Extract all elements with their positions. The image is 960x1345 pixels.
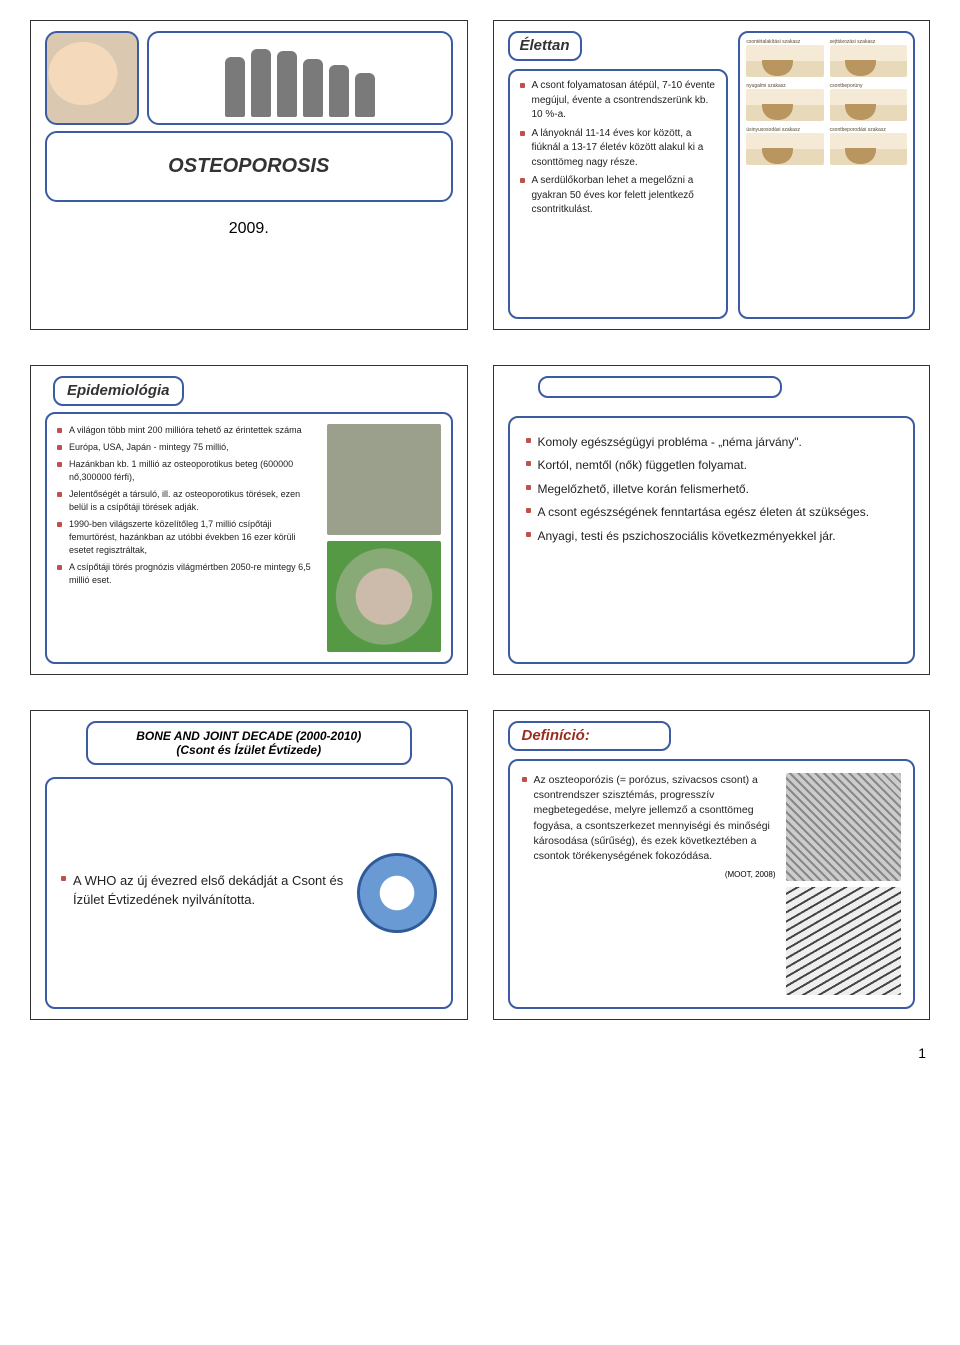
slide-title-panel: Definíció: (508, 721, 671, 751)
bone-joint-decade-logo (357, 853, 437, 933)
bullet-item: Jelentőségét a társuló, ill. az osteopor… (57, 488, 319, 514)
slides-grid: OSTEOPOROSIS 2009. Élettan A csont folya… (30, 20, 930, 1020)
source-citation: (MOOT, 2008) (522, 870, 776, 879)
slide-title-text: Epidemiológia (67, 382, 170, 399)
slide-definition: Definíció: Az oszteoporózis (= porózus, … (493, 710, 931, 1020)
bullet-list: A világon több mint 200 millióra tehető … (57, 424, 319, 588)
bullet-item: A serdülőkorban lehet a megelőzni a gyak… (520, 174, 717, 218)
main-title-panel: OSTEOPOROSIS (45, 131, 453, 202)
bone-images (327, 424, 441, 652)
bullet-item: Európa, USA, Japán - mintegy 75 millió, (57, 441, 319, 454)
title-line-2: (Csont és Ízület Évtizede) (100, 743, 398, 757)
bone-remodeling-diagram: csontétalakítási szakasz sejttávozási sz… (738, 31, 915, 319)
slide-title-text: Élettan (520, 37, 570, 54)
page-number: 1 (30, 1045, 930, 1061)
bullet-item: Anyagi, testi és pszichoszociális követk… (526, 528, 898, 545)
bone-density-images (786, 773, 901, 995)
bullet-list: A csont folyamatosan átépül, 7-10 évente… (520, 79, 717, 218)
bullet-item: A csont egészségének fenntartása egész é… (526, 504, 898, 521)
bullet-list: Az oszteoporózis (= porózus, szivacsos c… (522, 773, 776, 864)
bullet-item: A WHO az új évezred első dekádját a Cson… (61, 872, 345, 910)
slide-title-text: Definíció: (522, 727, 590, 744)
figures-silhouette-panel (147, 31, 453, 125)
slide-title: OSTEOPOROSIS 2009. (30, 20, 468, 330)
porous-bone-image (786, 887, 901, 995)
bullet-item: Hazánkban kb. 1 millió az osteoporotikus… (57, 458, 319, 484)
bullet-item: A csont folyamatosan átépül, 7-10 évente… (520, 79, 717, 123)
title-line-1: BONE AND JOINT DECADE (2000-2010) (100, 729, 398, 743)
dense-bone-image (786, 773, 901, 881)
bone-image-placeholder (327, 424, 441, 535)
bullet-item: 1990-ben világszerte közelítőleg 1,7 mil… (57, 518, 319, 557)
bullet-item: A lányoknál 11-14 éves kor között, a fiú… (520, 127, 717, 171)
slide-title-panel: Epidemiológia (53, 376, 184, 406)
slide-problem-summary: Komoly egészségügyi probléma - „néma jár… (493, 365, 931, 675)
bullet-item: A világon több mint 200 millióra tehető … (57, 424, 319, 437)
bullet-list: A WHO az új évezred első dekádját a Cson… (61, 872, 345, 914)
bullet-item: Az oszteoporózis (= porózus, szivacsos c… (522, 773, 776, 864)
slide-title-panel: BONE AND JOINT DECADE (2000-2010) (Csont… (86, 721, 412, 765)
main-title: OSTEOPOROSIS (69, 155, 429, 178)
slide-elettan: Élettan A csont folyamatosan átépül, 7-1… (493, 20, 931, 330)
empty-title-panel (538, 376, 783, 398)
bullet-list: Komoly egészségügyi probléma - „néma jár… (526, 434, 898, 545)
slide-bone-joint-decade: BONE AND JOINT DECADE (2000-2010) (Csont… (30, 710, 468, 1020)
bone-image-placeholder (327, 541, 441, 652)
baby-photo-placeholder (45, 31, 139, 125)
bullet-item: Megelőzhető, illetve korán felismerhető. (526, 481, 898, 498)
bullet-item: Kortól, nemtől (nők) független folyamat. (526, 457, 898, 474)
slide-epidemiology: Epidemiológia A világon több mint 200 mi… (30, 365, 468, 675)
slide-title-panel: Élettan (508, 31, 582, 61)
bullet-item: A csípőtáji törés prognózis világmértben… (57, 561, 319, 587)
bullet-item: Komoly egészségügyi probléma - „néma jár… (526, 434, 898, 451)
year-text: 2009. (45, 220, 453, 238)
